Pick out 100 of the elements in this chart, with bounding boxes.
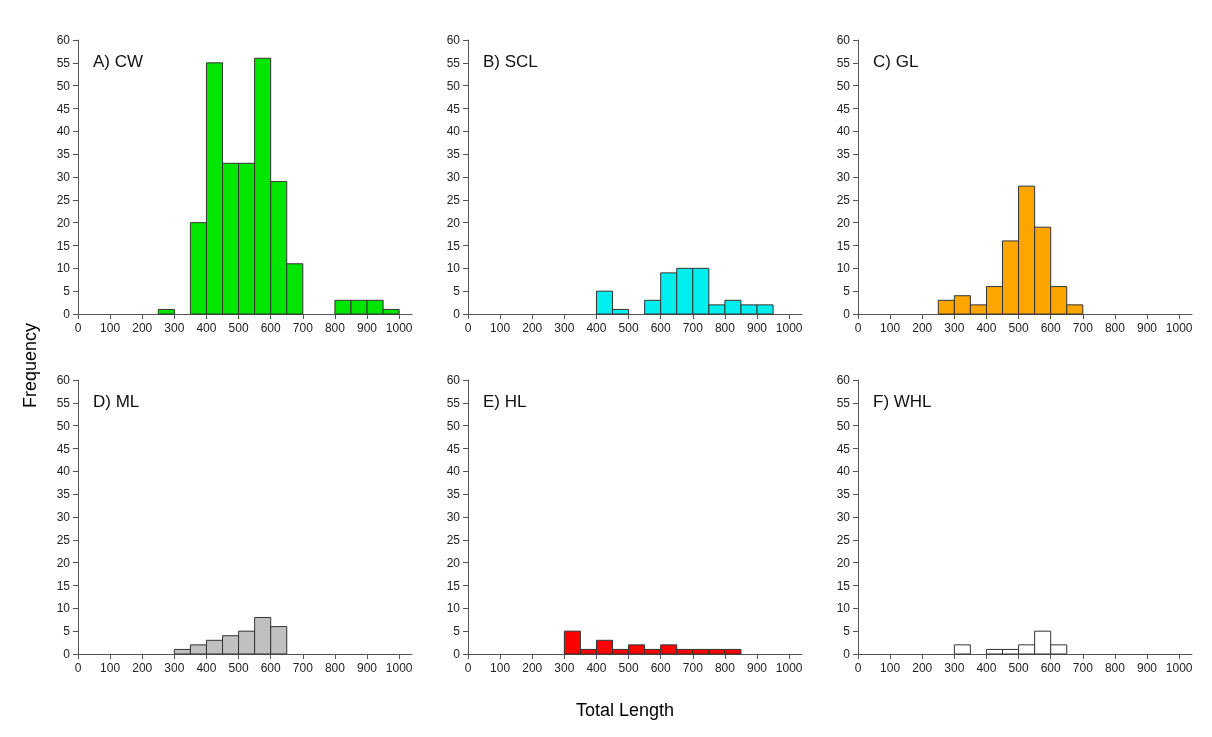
y-tick-label: 20 [56,215,71,230]
x-tick-label: 800 [1104,321,1126,335]
x-tick-label: 1000 [775,321,803,335]
y-tick-label: 55 [56,55,71,70]
y-tick-label: 15 [56,238,71,253]
x-tick-label: 800 [324,321,346,335]
x-tick-label: 700 [292,661,314,675]
y-tick-label: 40 [446,124,461,139]
y-tick-label: 10 [446,261,461,276]
y-tick-label: 10 [56,261,71,276]
y-tick-label: 55 [446,395,461,410]
y-tick-label: 30 [836,170,851,184]
x-tick-label: 600 [260,321,282,335]
y-tick-label: 60 [446,33,461,47]
x-tick-label: 400 [196,661,217,675]
y-tick-label: 60 [56,33,71,47]
x-tick-label: 300 [944,321,965,335]
x-tick-label: 400 [196,321,217,335]
x-tick-label: 200 [912,661,933,675]
y-tick-label: 10 [56,601,71,616]
x-tick-label: 900 [357,661,378,675]
x-tick-label: 600 [650,321,672,335]
x-tick-label: 900 [1137,321,1158,335]
x-tick-label: 200 [132,321,153,335]
x-tick-label: 300 [554,661,575,675]
x-tick-label: 400 [976,661,997,675]
x-tick-label: 400 [976,321,997,335]
y-tick-label: 5 [63,284,71,299]
x-tick-label: 800 [714,661,736,675]
x-tick-label: 900 [747,661,768,675]
y-tick-label: 25 [836,532,851,547]
x-tick-label: 300 [164,321,185,335]
x-tick-label: 500 [618,321,639,335]
y-tick-label: 45 [836,101,851,116]
x-tick-label: 100 [100,661,121,675]
y-tick-label: 0 [453,307,461,321]
x-tick-label: 200 [912,321,933,335]
x-axis-title: Total Length [574,700,676,721]
y-tick-label: 10 [446,601,461,616]
y-tick-label: 35 [446,487,461,502]
y-tick-label: 55 [446,55,461,70]
x-tick-label: 100 [490,321,511,335]
y-tick-label: 45 [836,441,851,456]
x-tick-label: 300 [554,321,575,335]
x-tick-label: 800 [324,661,346,675]
y-tick-label: 35 [836,147,851,162]
y-tick-label: 0 [453,647,461,661]
text: C) GL [873,52,919,71]
y-tick-label: 0 [63,647,71,661]
x-tick-label: 800 [1104,661,1126,675]
x-tick-label: 800 [714,321,736,335]
y-tick-label: 40 [56,124,71,139]
x-tick-label: 500 [228,321,249,335]
text: B) SCL [483,52,538,71]
y-tick-label: 45 [446,101,461,116]
y-tick-label: 50 [56,418,71,433]
x-tick-label: 900 [357,321,378,335]
y-tick-label: 0 [63,307,71,321]
y-tick-label: 15 [836,238,851,253]
text: A) CW [93,52,144,71]
y-tick-label: 20 [56,555,71,570]
y-tick-label: 25 [56,192,71,207]
y-axis-title: Frequency [19,322,41,411]
x-tick-label: 0 [854,661,862,675]
x-tick-label: 500 [1008,661,1029,675]
y-tick-label: 20 [446,555,461,570]
y-tick-label: 0 [843,647,851,661]
x-tick-label: 1000 [385,661,413,675]
x-tick-label: 100 [880,661,901,675]
x-tick-label: 900 [1137,661,1158,675]
y-tick-label: 5 [843,284,851,299]
x-tick-label: 600 [650,661,672,675]
x-tick-label: 600 [1040,661,1062,675]
y-tick-label: 35 [836,487,851,502]
y-tick-label: 20 [446,215,461,230]
x-tick-label: 400 [586,661,607,675]
y-tick-label: 25 [446,532,461,547]
y-tick-label: 55 [836,395,851,410]
y-tick-label: 55 [56,395,71,410]
x-tick-label: 0 [854,321,862,335]
y-tick-label: 55 [836,55,851,70]
x-tick-label: 500 [618,661,639,675]
x-tick-label: 200 [522,661,543,675]
text: F) WHL [873,392,932,411]
y-tick-label: 25 [446,192,461,207]
y-tick-label: 35 [446,147,461,162]
y-tick-label: 60 [836,373,851,387]
y-tick-label: 40 [836,464,851,479]
y-tick-label: 20 [836,215,851,230]
y-tick-label: 0 [843,307,851,321]
x-tick-label: 100 [880,321,901,335]
y-tick-label: 60 [836,33,851,47]
x-tick-label: 600 [260,661,282,675]
y-tick-label: 30 [56,510,71,524]
y-tick-label: 45 [56,441,71,456]
x-tick-label: 500 [228,661,249,675]
y-tick-label: 10 [836,601,851,616]
y-tick-label: 10 [836,261,851,276]
y-tick-label: 35 [56,147,71,162]
y-tick-label: 60 [446,373,461,387]
